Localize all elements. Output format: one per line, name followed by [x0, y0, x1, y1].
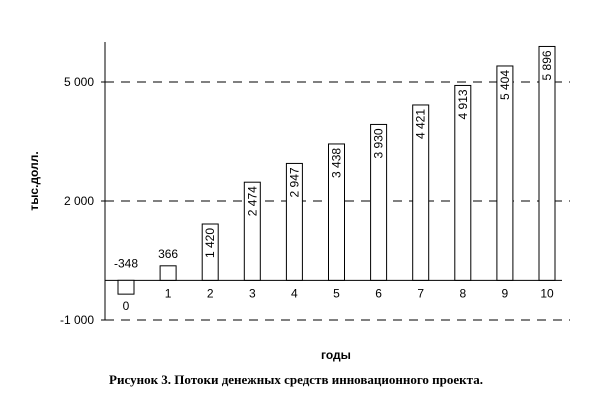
bar	[285, 162, 303, 281]
data-label: 5 896	[540, 50, 554, 80]
x-tick-label: 7	[417, 286, 424, 300]
x-tick-label: 10	[540, 286, 554, 300]
data-label: 1 420	[203, 228, 217, 258]
bar	[159, 265, 177, 281]
x-tick-label: 9	[502, 286, 509, 300]
y-tick-label: -1 000	[60, 313, 94, 327]
bar	[201, 223, 219, 281]
y-tick-label: 5 000	[64, 75, 94, 89]
data-label: 4 421	[414, 109, 428, 139]
x-tick-label: 3	[249, 286, 256, 300]
y-axis-label: тыс.долл.	[27, 151, 41, 210]
x-tick-label: 1	[165, 286, 172, 300]
data-label: 3 930	[372, 128, 386, 158]
x-tick-label: 2	[207, 286, 214, 300]
x-tick-label: 0	[123, 299, 130, 313]
data-label: 366	[158, 247, 178, 261]
data-labels: -348 366 1 420 2 474 2 947 3 438 3 930 4 421 4 9…	[114, 50, 554, 270]
bar	[496, 65, 514, 281]
data-label: 2 474	[245, 186, 259, 216]
data-label: -348	[114, 256, 138, 270]
figure-caption: Рисунок 3. Потоки денежных средств иннов…	[109, 372, 483, 387]
bars	[117, 45, 556, 295]
bar	[117, 279, 135, 295]
data-label: 4 913	[456, 89, 470, 119]
data-label: 5 404	[498, 70, 512, 100]
bar	[370, 123, 388, 281]
bar	[454, 84, 472, 281]
data-label: 2 947	[287, 167, 301, 197]
x-axis-label: годы	[321, 348, 351, 362]
bar	[538, 45, 556, 281]
y-tick-label: 2 000	[64, 194, 94, 208]
x-tick-label: 5	[333, 286, 340, 300]
bar	[243, 181, 261, 281]
x-tick-label: 8	[459, 286, 466, 300]
bar	[412, 104, 430, 281]
x-tick-label: 4	[291, 286, 298, 300]
data-label: 3 438	[330, 148, 344, 178]
x-tick-labels: 0 1 2 3 4 5 6 7 8 9 10	[123, 286, 554, 313]
y-tick-labels: -1 000 2 000 5 000	[60, 75, 94, 327]
x-tick-label: 6	[375, 286, 382, 300]
bar	[328, 143, 345, 281]
